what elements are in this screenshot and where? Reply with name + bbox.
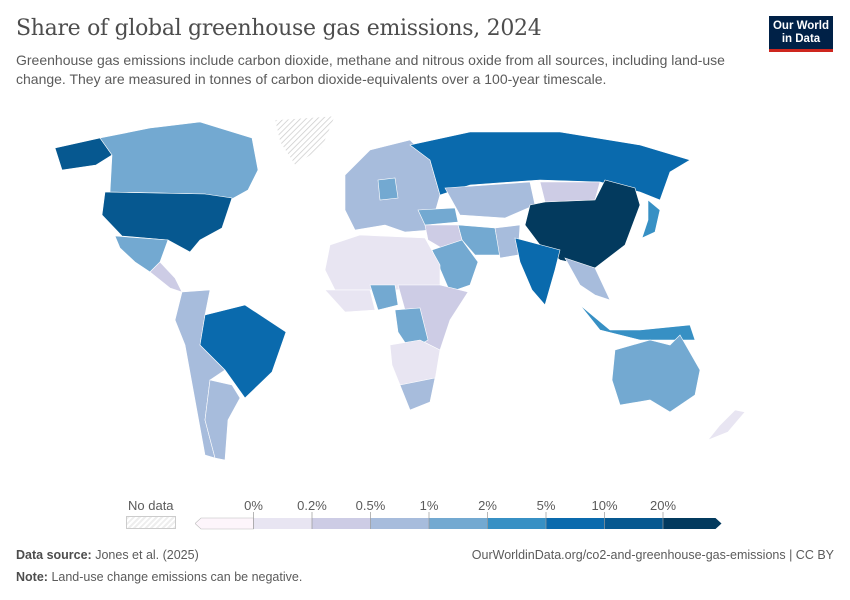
country-pakistan[interactable] bbox=[494, 224, 521, 259]
legend-no-data-swatch bbox=[126, 516, 176, 529]
country-usa[interactable] bbox=[101, 191, 233, 253]
country-brazil[interactable] bbox=[199, 304, 287, 399]
owid-logo[interactable]: Our World in Data bbox=[769, 16, 833, 52]
world-map bbox=[54, 115, 746, 461]
legend-bin[interactable] bbox=[370, 518, 430, 529]
country-china[interactable] bbox=[524, 179, 641, 269]
legend-tick-label: 0% bbox=[244, 498, 263, 513]
country-southern-africa[interactable] bbox=[389, 339, 441, 386]
legend-tick-label: 10% bbox=[591, 498, 618, 513]
country-turkey[interactable] bbox=[417, 207, 459, 226]
country-canada[interactable] bbox=[99, 121, 259, 201]
legend-bin[interactable] bbox=[429, 518, 488, 529]
legend-bin[interactable] bbox=[253, 518, 313, 529]
legend-tick-label: 2% bbox=[478, 498, 497, 513]
owid-url[interactable]: OurWorldinData.org/co2-and-greenhouse-ga… bbox=[471, 548, 834, 562]
legend-bin[interactable] bbox=[663, 518, 722, 529]
chart-title: Share of global greenhouse gas emissions… bbox=[16, 16, 542, 41]
chart-subtitle: Greenhouse gas emissions include carbon … bbox=[16, 52, 725, 87]
logo-line2: in Data bbox=[781, 33, 821, 45]
legend-tick-label: 5% bbox=[536, 498, 556, 513]
legend-bin[interactable] bbox=[312, 518, 371, 529]
legend-tick-label: 0.5% bbox=[355, 498, 386, 513]
country-southeast-asia[interactable] bbox=[564, 257, 611, 301]
country-argentina[interactable] bbox=[204, 379, 241, 461]
country-mongolia[interactable] bbox=[539, 181, 601, 203]
country-usa-alaska[interactable] bbox=[54, 137, 113, 171]
country-india[interactable] bbox=[514, 237, 561, 306]
country-central-america[interactable] bbox=[149, 261, 183, 293]
source-text[interactable]: Jones et al. (2025) bbox=[95, 548, 199, 562]
country-kazakhstan[interactable] bbox=[444, 181, 536, 219]
legend-bin[interactable] bbox=[487, 518, 547, 529]
source-label: Data source: bbox=[16, 548, 92, 562]
country-indonesia[interactable] bbox=[579, 304, 696, 341]
country-south-africa[interactable] bbox=[399, 377, 436, 411]
country-west-africa[interactable] bbox=[324, 289, 376, 313]
note-text: Land-use change emissions can be negativ… bbox=[51, 570, 303, 584]
country-japan[interactable] bbox=[641, 199, 661, 239]
legend-tick-label: 20% bbox=[649, 498, 677, 513]
country-greenland[interactable] bbox=[274, 115, 336, 166]
country-new-zealand[interactable] bbox=[707, 409, 746, 441]
note-line: Note: Land-use change emissions can be n… bbox=[16, 570, 302, 584]
legend-no-data-label: No data bbox=[128, 498, 174, 513]
country-australia[interactable] bbox=[611, 334, 701, 413]
legend-tick-label: 1% bbox=[419, 498, 439, 513]
country-nigeria[interactable] bbox=[369, 284, 399, 311]
legend-tick-label: 0.2% bbox=[297, 498, 327, 513]
country-saudi-arabia[interactable] bbox=[431, 239, 479, 293]
logo-line1: Our World bbox=[772, 20, 829, 32]
legend-bin[interactable] bbox=[546, 518, 605, 529]
note-label: Note: bbox=[16, 570, 48, 584]
country-russia[interactable] bbox=[409, 131, 691, 201]
country-germany[interactable] bbox=[377, 177, 399, 201]
legend-bin[interactable] bbox=[604, 518, 664, 529]
legend-bar bbox=[195, 512, 722, 530]
country-north-africa[interactable] bbox=[324, 234, 441, 291]
legend-bin[interactable] bbox=[195, 517, 254, 530]
source-line: Data source: Jones et al. (2025) bbox=[16, 548, 199, 562]
